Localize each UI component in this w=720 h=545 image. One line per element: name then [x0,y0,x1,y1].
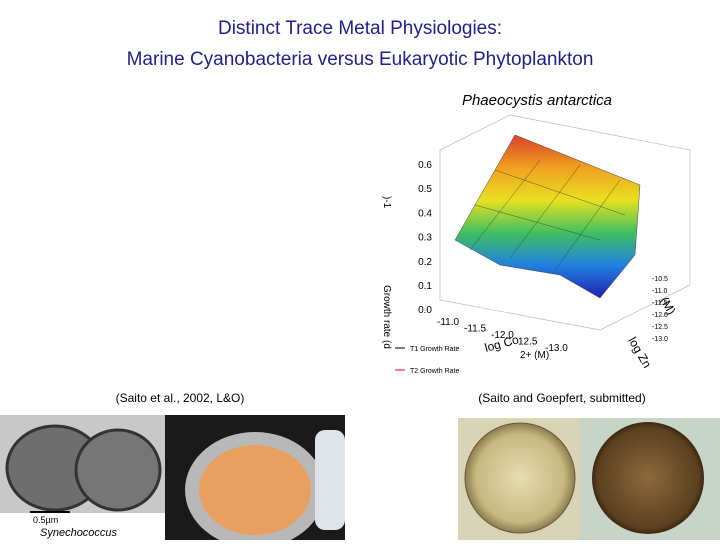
zn-tick: -12.5 [652,324,668,331]
y-tick: 0.5 [418,184,432,195]
co-tick: -11.5 [464,324,486,335]
plot-title: Phaeocystis antarctica [462,92,612,109]
y-axis-label: )-1 [381,196,392,209]
y-tick: 0.3 [418,233,432,244]
co-tick: -11.0 [437,317,459,328]
micrograph [458,418,720,540]
surface [454,134,641,299]
y-axis-label: Growth rate (d [381,285,392,349]
y-tick: 0.4 [418,208,432,219]
y-tick: 0.2 [418,257,432,268]
scale-bar: 0.5µm [33,515,58,525]
species-label: Synechococcus [40,527,118,539]
zn-tick: -13.0 [652,336,668,343]
co-label: log Co [483,332,520,355]
co-tick: 12.5 [518,337,538,348]
y-tick: 0.6 [418,160,432,171]
zn-tick: -10.5 [652,276,668,283]
plot-box [439,299,601,331]
surface-grid [469,159,626,271]
zn-tick: -11.0 [652,288,668,295]
co-unit: 2+ (M) [520,350,549,361]
legend-entry: T1 Growth Rate [410,346,460,353]
surface-plot: Phaeocystis antarctica 0.6 0.5 0.4 0.3 0.2 0.… [381,92,691,375]
y-tick: 0.0 [418,305,432,316]
y-tick: 0.1 [418,281,432,292]
co-tick: -13.0 [545,343,568,354]
zn-tick: -12.0 [652,312,668,319]
title-line: Distinct Trace Metal Physiologies: [218,18,502,39]
citation: (Saito and Goepfert, submitted) [478,391,645,405]
zn-tick: -11.5 [652,300,668,307]
zn-label: log Zn [625,335,654,371]
micrograph: 0.5µm Synechococcus [0,415,165,540]
plot-box [599,284,691,331]
title-line: Marine Cyanobacteria versus Eukaryotic P… [127,49,594,70]
legend-entry: T2 Growth Rate [410,368,460,375]
plot-box [439,114,691,300]
photo [165,415,345,545]
co-tick: -12.0 [491,330,514,341]
citation: (Saito et al., 2002, L&O) [116,391,245,405]
